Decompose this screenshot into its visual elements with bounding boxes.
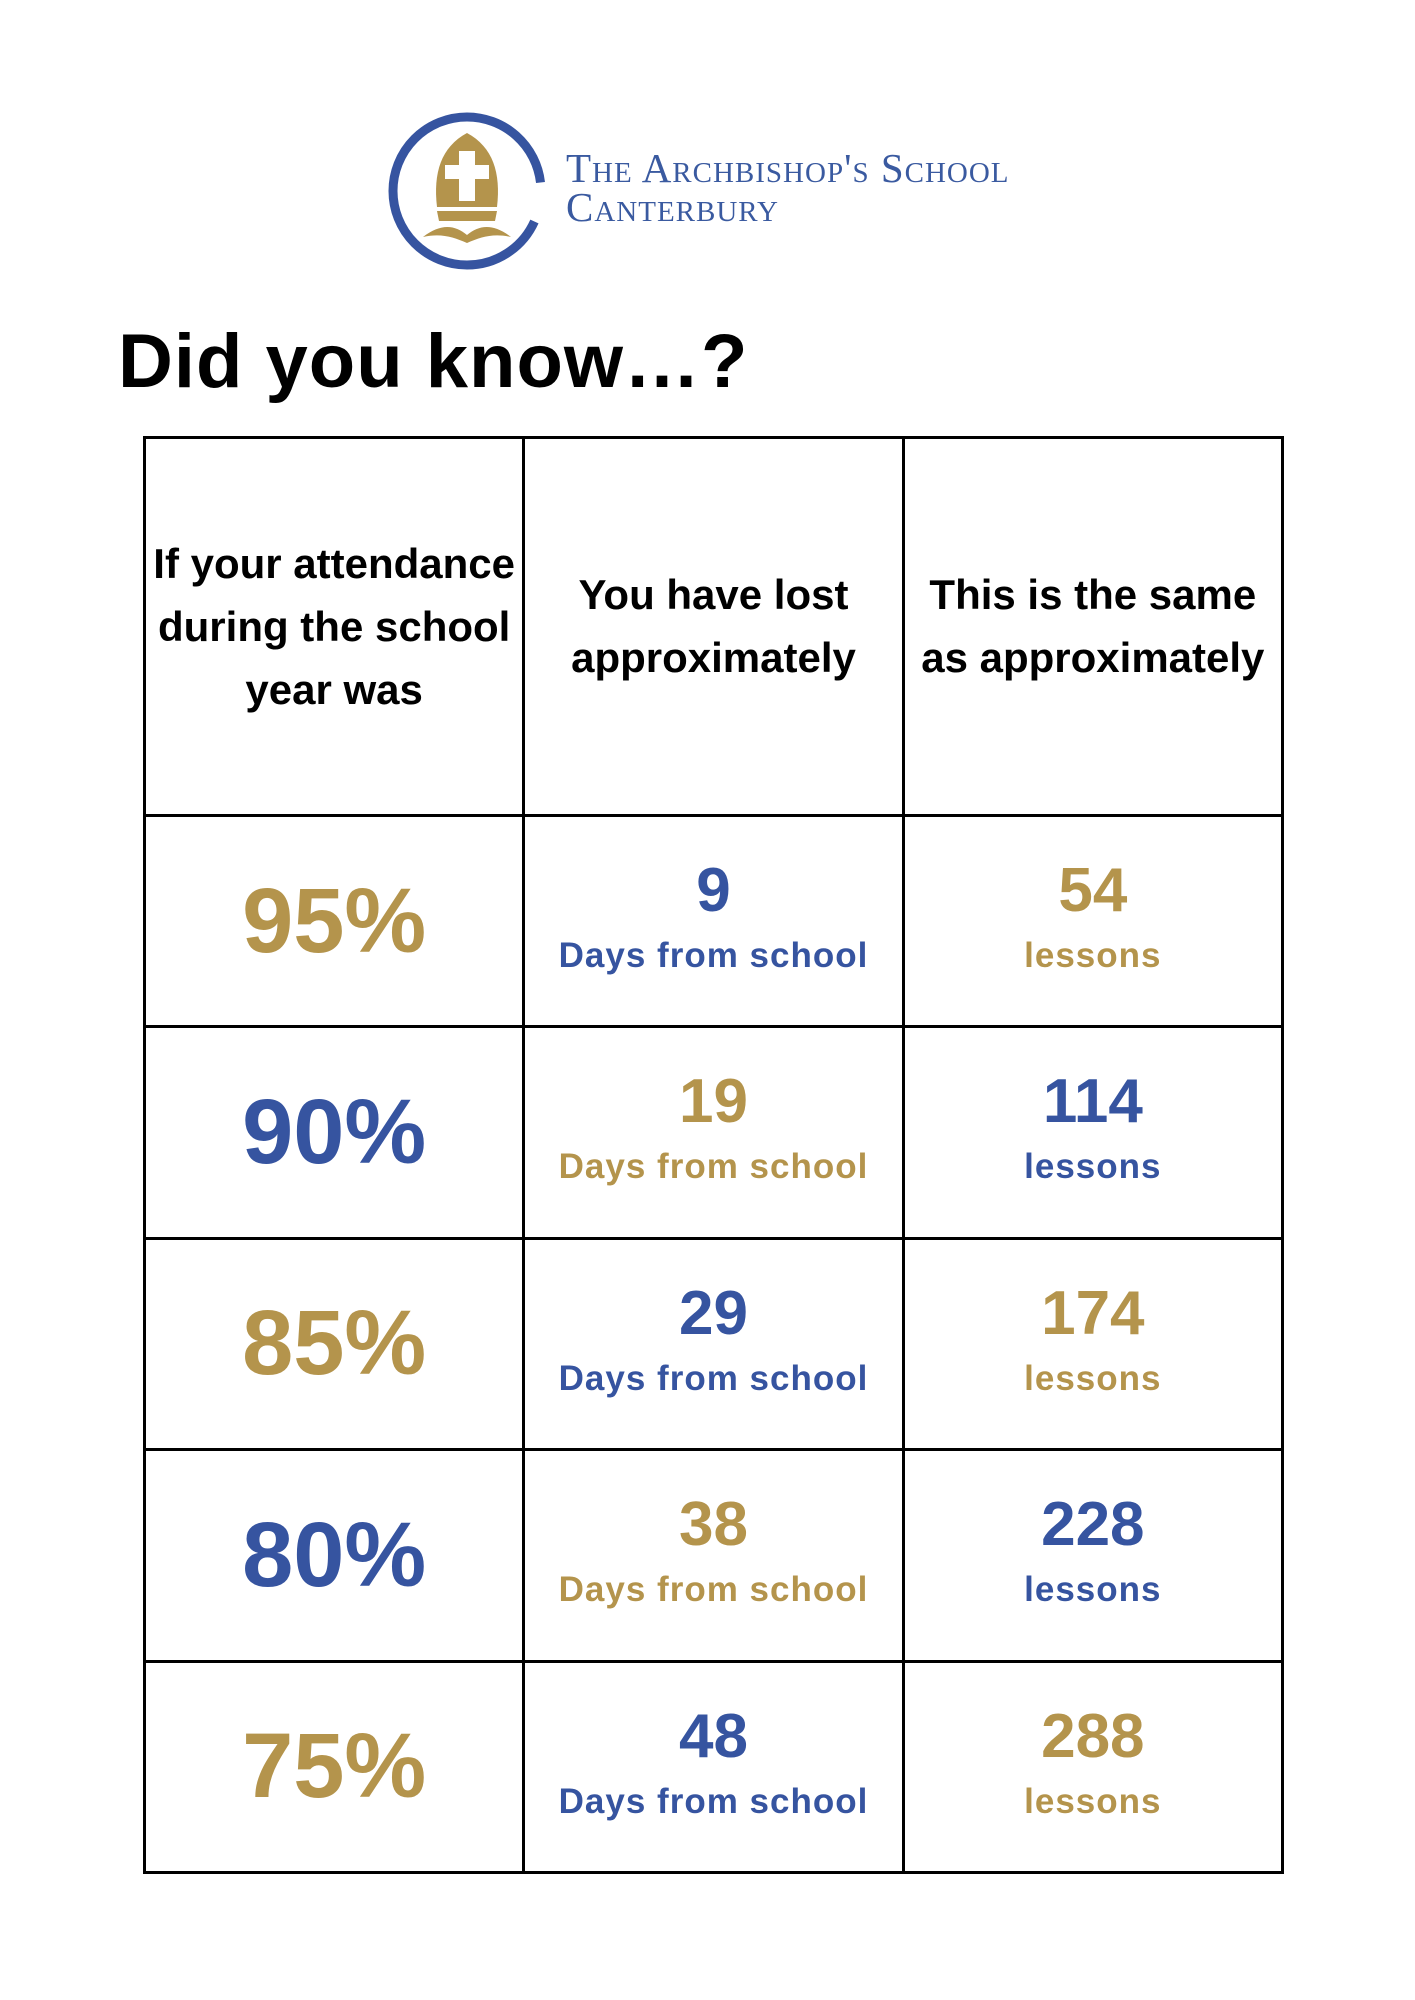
days-value: 19 [679,1067,748,1137]
days-unit: Days from school [558,1781,869,1821]
days-value: 48 [679,1701,748,1771]
days-unit: Days from school [558,936,869,975]
lessons-unit: lessons [1024,1147,1162,1187]
lessons-unit: lessons [1024,1781,1162,1821]
lessons-value: 288 [1041,1701,1145,1771]
school-logo: The Archbishop's School Canterbury [383,107,1063,275]
school-name: The Archbishop's School Canterbury [566,145,1010,230]
school-name-line1: The Archbishop's School [566,145,1010,191]
table-row: 80% 38 Days from school 228 lessons [142,1448,1285,1663]
lessons-cell: 54 lessons [901,813,1285,1029]
table-row: 75% 48 Days from school 288 lessons [142,1659,1285,1875]
lessons-value: 114 [1042,1067,1143,1137]
attendance-cell: 75% [142,1659,526,1875]
attendance-cell: 85% [142,1236,526,1452]
lessons-cell: 288 lessons [901,1659,1285,1875]
days-cell: 19 Days from school [522,1025,905,1240]
page-title: Did you know…? [118,319,749,404]
lessons-unit: lessons [1024,1358,1162,1398]
table-header-row: If your attendance during the school yea… [142,436,1285,817]
days-value: 29 [679,1278,748,1348]
header-lessons-equivalent: This is the same as approximately [901,436,1285,817]
lessons-value: 174 [1041,1278,1145,1348]
header-days-lost: You have lost approximately [522,436,905,817]
lessons-unit: lessons [1024,936,1162,975]
days-cell: 29 Days from school [522,1236,905,1452]
table-row: 90% 19 Days from school 114 lessons [142,1025,1285,1240]
header-attendance: If your attendance during the school yea… [142,436,526,817]
days-unit: Days from school [558,1570,869,1610]
attendance-cell: 90% [142,1025,526,1240]
lessons-value: 228 [1041,1490,1145,1560]
table-row: 85% 29 Days from school 174 lessons [142,1236,1285,1452]
lessons-value: 54 [1058,856,1128,925]
days-unit: Days from school [558,1147,869,1187]
days-value: 9 [696,856,731,925]
attendance-table: If your attendance during the school yea… [142,436,1285,1875]
days-value: 38 [679,1490,748,1560]
days-unit: Days from school [558,1358,869,1398]
days-cell: 48 Days from school [522,1659,905,1875]
table-row: 95% 9 Days from school 54 lessons [142,813,1285,1029]
lessons-cell: 114 lessons [901,1025,1285,1240]
lessons-cell: 174 lessons [901,1236,1285,1452]
attendance-cell: 95% [142,813,526,1029]
attendance-cell: 80% [142,1448,526,1663]
lessons-unit: lessons [1024,1570,1162,1610]
mitre-cross-crest-icon [388,112,546,270]
school-name-line2: Canterbury [566,184,779,230]
days-cell: 38 Days from school [522,1448,905,1663]
days-cell: 9 Days from school [522,813,905,1029]
lessons-cell: 228 lessons [901,1448,1285,1663]
